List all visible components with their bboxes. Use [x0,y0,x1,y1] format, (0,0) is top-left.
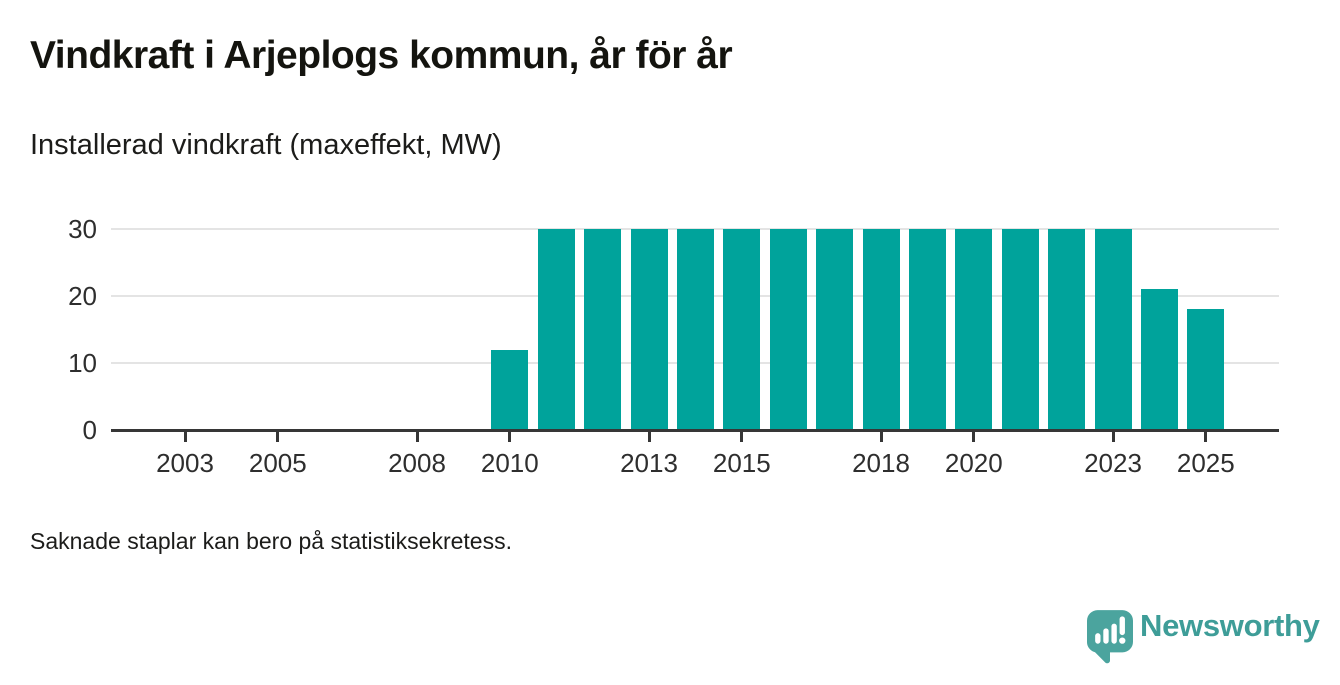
bar [584,229,622,430]
bar [537,229,575,430]
x-tick-label: 2008 [388,448,446,478]
bar [816,229,854,430]
x-axis-line [111,429,1279,432]
x-tick-mark [1111,432,1115,442]
x-tick-label: 2018 [852,448,910,478]
x-tick-mark [183,432,187,442]
x-tick-label: 2013 [620,448,678,478]
bar [862,229,900,430]
chart-footnote: Saknade staplar kan bero på statistiksek… [30,528,512,554]
bar [491,349,529,430]
x-tick-label: 2025 [1176,448,1235,478]
x-tick-label: 2020 [944,448,1003,478]
newsworthy-logo-icon [1087,610,1133,664]
bar [955,229,993,430]
x-tick-mark [972,432,976,442]
bar [723,229,761,430]
x-tick-mark [647,432,651,442]
x-tick-label: 2005 [248,448,307,478]
bar [676,229,714,430]
x-tick-mark [276,432,280,442]
bar [1140,289,1178,430]
x-tick-label: 2003 [156,448,214,478]
x-tick-mark [415,432,419,442]
newsworthy-logo-text: Newsworthy [1140,608,1320,643]
x-tick-mark [879,432,883,442]
bar [1048,229,1086,430]
y-tick-label: 30 [68,214,97,244]
x-tick-mark [1204,432,1208,442]
bar [1187,309,1225,430]
chart-subtitle: Installerad vindkraft (maxeffekt, MW) [30,129,502,161]
newsworthy-logo[interactable]: Newsworthy [1087,605,1320,665]
bar [1001,229,1039,430]
chart-title: Vindkraft i Arjeplogs kommun, år för år [30,34,733,77]
y-tick-label: 0 [82,415,97,445]
x-tick-label: 2023 [1084,448,1142,478]
bar [908,229,946,430]
y-tick-label: 20 [68,281,97,311]
x-tick-mark [508,432,512,442]
bar [1094,229,1132,430]
bar [769,229,807,430]
y-tick-label: 10 [68,348,97,378]
bar [630,229,668,430]
x-tick-label: 2015 [712,448,771,478]
x-tick-label: 2010 [480,448,539,478]
x-tick-mark [740,432,744,442]
